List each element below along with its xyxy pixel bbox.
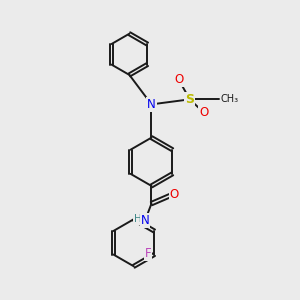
Text: CH₃: CH₃ <box>221 94 239 104</box>
Text: S: S <box>185 93 194 106</box>
Text: O: O <box>169 188 179 201</box>
Text: N: N <box>141 214 149 227</box>
Text: N: N <box>147 98 156 111</box>
Text: O: O <box>199 106 208 119</box>
Text: H: H <box>134 214 142 224</box>
Text: F: F <box>145 248 151 260</box>
Text: O: O <box>174 74 184 86</box>
